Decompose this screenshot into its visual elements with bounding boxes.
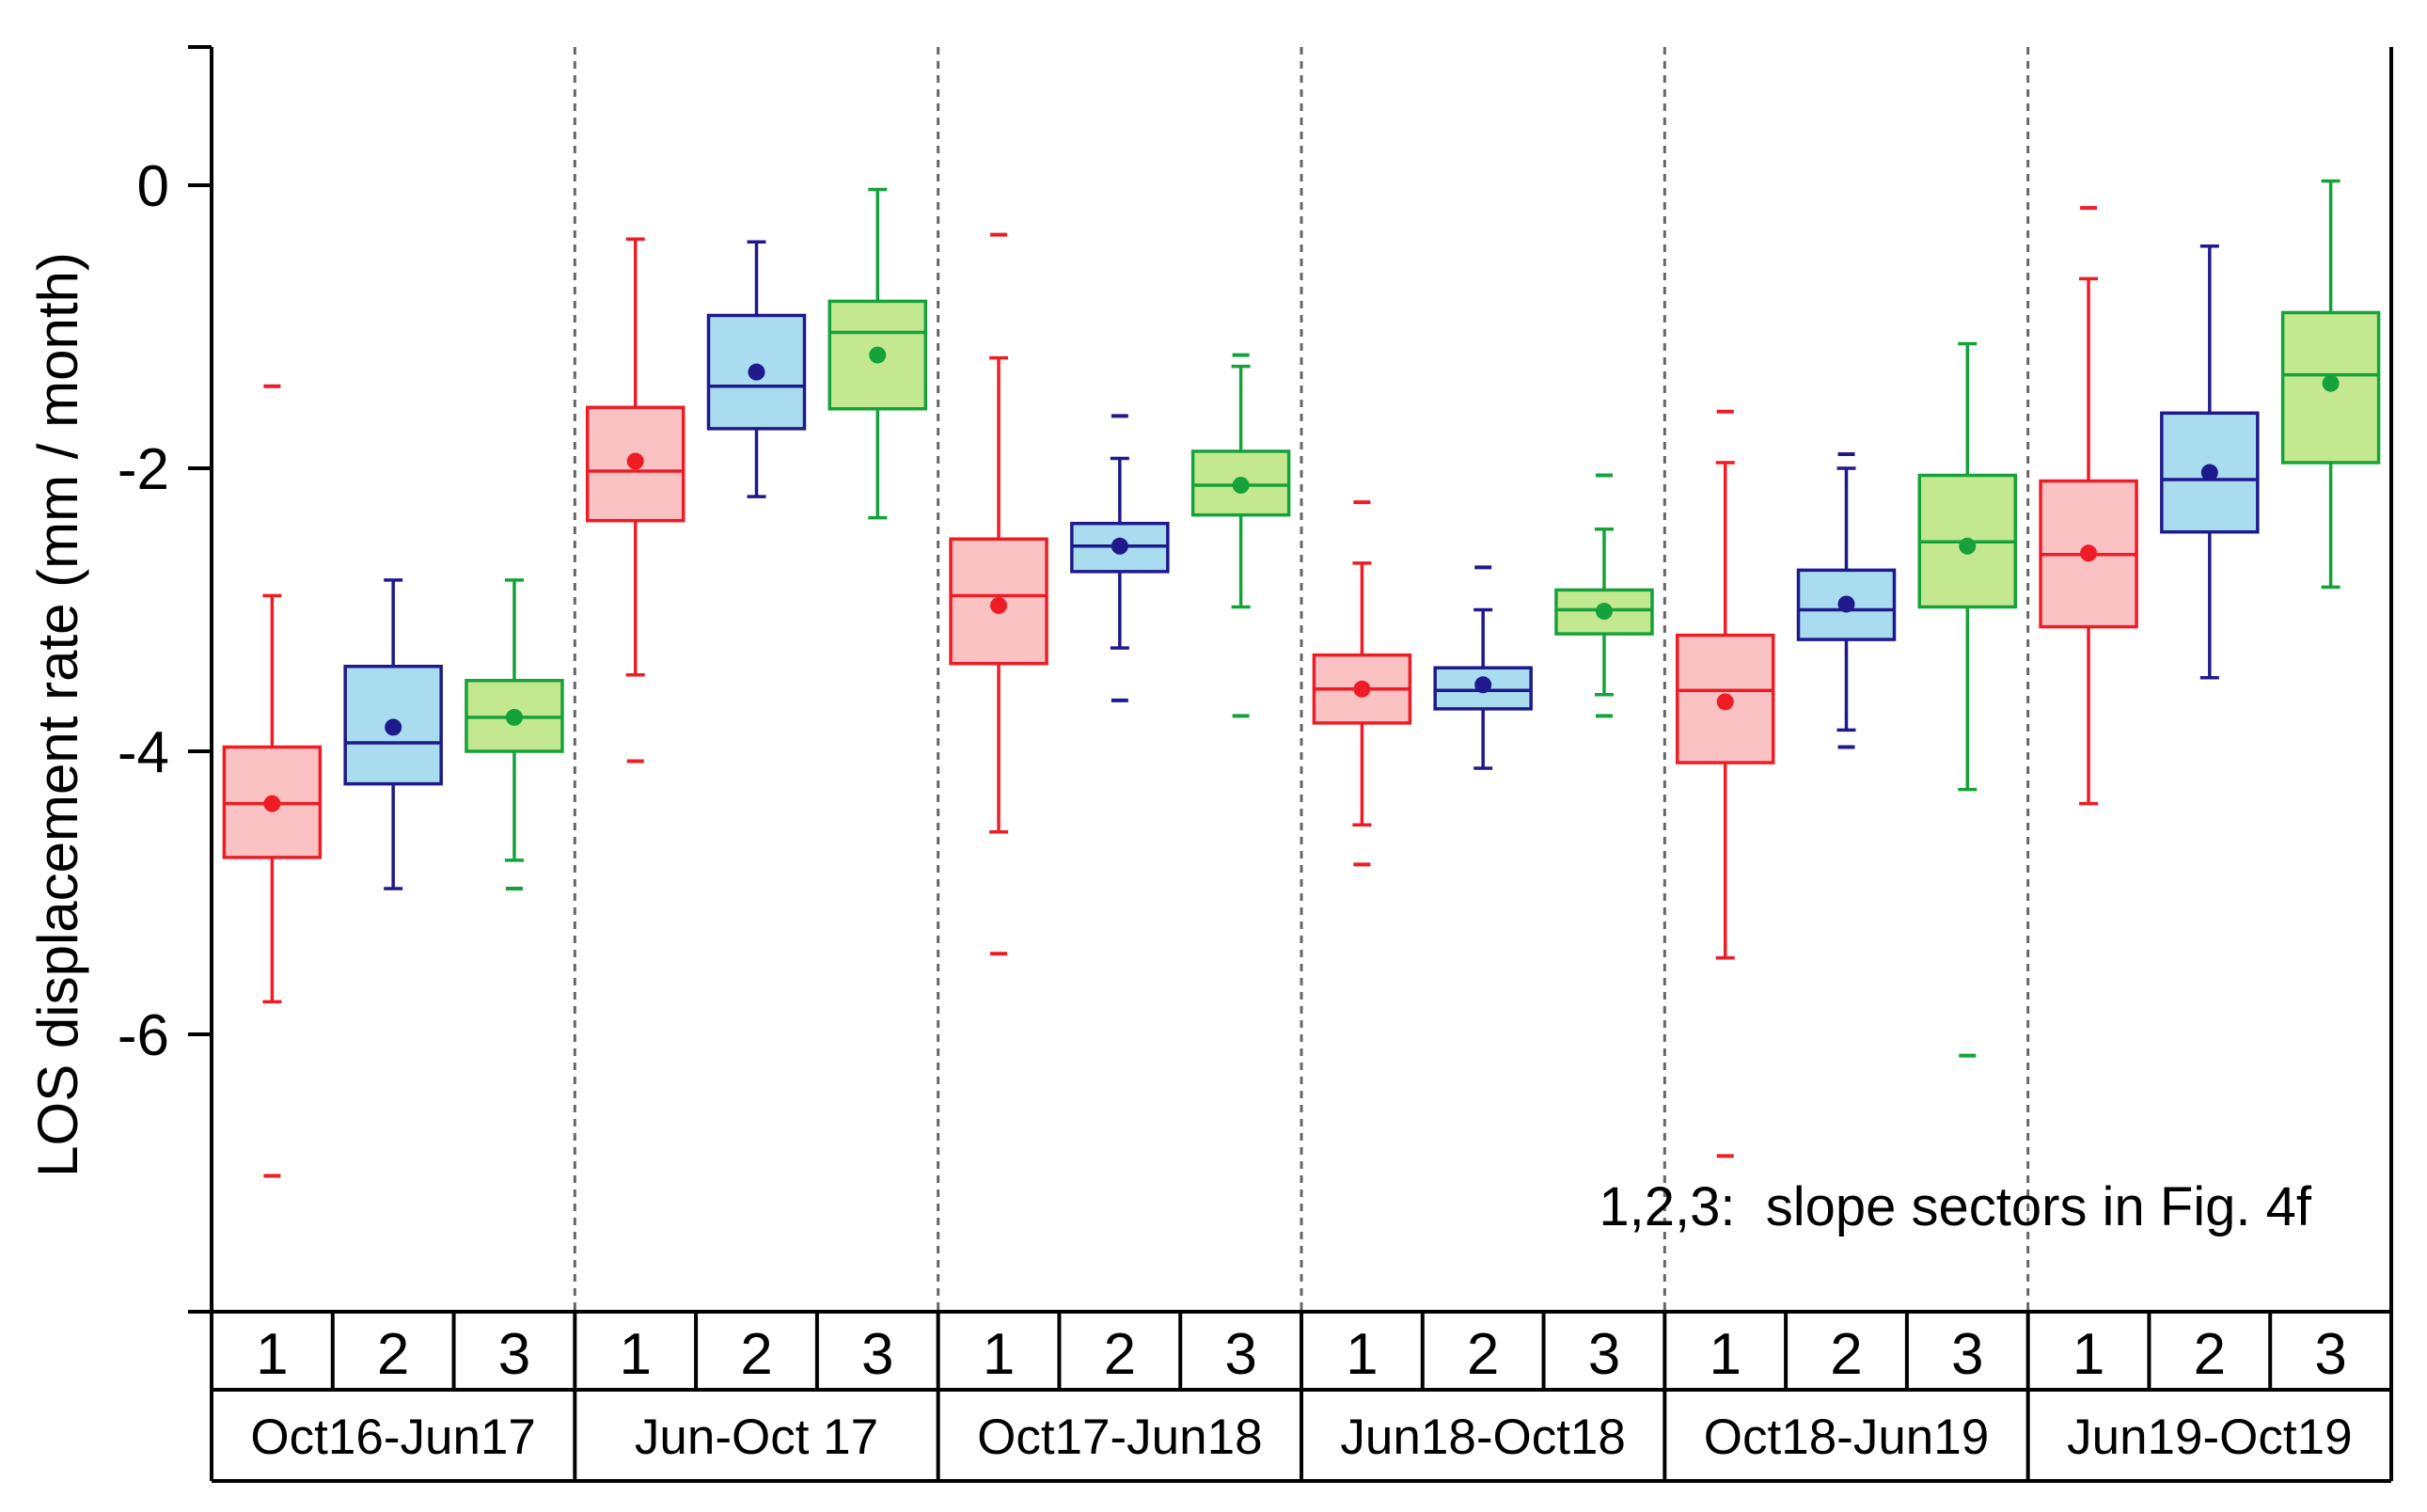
box-Jun19-Oct19-2 [2160, 244, 2260, 680]
y-tick-label: -2 [118, 437, 169, 502]
mean-point [1232, 477, 1250, 495]
box-Jun19-Oct19-1 [2039, 206, 2138, 806]
mean-point [385, 718, 402, 736]
box-Jun18-Oct18-3 [1554, 473, 1654, 718]
group-label: Jun19-Oct19 [2067, 1410, 2352, 1465]
category-label: 1 [2072, 1322, 2104, 1387]
box-Oct17-Jun18-2 [1070, 414, 1170, 702]
box-Oct18-Jun19-3 [1917, 341, 2018, 1058]
box-Oct16-Jun17-3 [465, 578, 564, 890]
category-label: 2 [377, 1322, 409, 1387]
category-label: 3 [861, 1322, 893, 1387]
mean-point [2322, 374, 2340, 392]
box-Jun18-Oct18-1 [1312, 500, 1412, 867]
category-label: 3 [1951, 1322, 1983, 1387]
category-table: 1 2 3 Oct16-Jun17 1 2 3 Jun-Oct 17 1 2 3 Oct17-Jun1… [210, 1312, 2393, 1483]
y-tick-label: -4 [118, 720, 169, 785]
category-label: 3 [1224, 1322, 1256, 1387]
mean-point [505, 708, 523, 726]
box-Jun18-Oct18-2 [1433, 565, 1533, 770]
box-Oct17-Jun18-1 [949, 232, 1048, 956]
box-Jun-Oct 17-2 [706, 240, 807, 498]
mean-point [1716, 693, 1734, 711]
y-axis-label: LOS displacement rate (mm / month) [26, 252, 89, 1177]
category-label: 2 [1830, 1322, 1862, 1387]
box-Jun19-Oct19-3 [2280, 179, 2381, 590]
mean-point [263, 795, 281, 812]
category-label: 1 [256, 1322, 288, 1387]
mean-point [990, 596, 1008, 614]
mean-point [1111, 537, 1128, 555]
legend-annotation: 1,2,3: slope sectors in Fig. 4f [1599, 1176, 2311, 1237]
group-label: Oct17-Jun18 [977, 1410, 1262, 1465]
mean-point [1595, 603, 1613, 621]
category-label: 2 [740, 1322, 772, 1387]
box-Oct16-Jun17-2 [343, 578, 443, 890]
box-Jun-Oct 17-1 [585, 237, 686, 764]
mean-point [1353, 680, 1371, 698]
category-label: 1 [1346, 1322, 1378, 1387]
box-Oct17-Jun18-3 [1190, 353, 1291, 718]
axes: 0 -2 -4 -6 [118, 45, 2393, 1314]
category-label: 2 [2194, 1322, 2226, 1387]
box-plots [222, 179, 2381, 1178]
group-label: Oct18-Jun19 [1704, 1410, 1989, 1465]
category-label: 3 [2314, 1322, 2346, 1387]
iqr-box [343, 664, 443, 786]
category-label: 2 [1467, 1322, 1499, 1387]
box-Jun-Oct 17-3 [827, 187, 928, 520]
category-label: 1 [619, 1322, 651, 1387]
mean-point [2200, 464, 2218, 481]
group-label: Jun-Oct 17 [635, 1410, 878, 1465]
mean-point [1959, 537, 1977, 555]
category-label: 3 [1588, 1322, 1620, 1387]
category-label: 1 [983, 1322, 1015, 1387]
y-tick-label: -6 [118, 1003, 169, 1068]
mean-point [626, 452, 644, 470]
category-label: 1 [1709, 1322, 1741, 1387]
mean-point [748, 363, 765, 381]
box-Oct16-Jun17-1 [222, 384, 323, 1178]
box-Oct18-Jun19-1 [1675, 409, 1775, 1158]
mean-point [1837, 595, 1855, 613]
y-tick-label: 0 [137, 154, 169, 219]
box-Oct18-Jun19-2 [1796, 451, 1897, 749]
mean-point [869, 346, 887, 364]
mean-point [2080, 544, 2098, 562]
group-separator-lines [573, 47, 2030, 1312]
category-label: 2 [1104, 1322, 1136, 1387]
mean-point [1474, 676, 1492, 694]
group-label: Jun18-Oct18 [1340, 1410, 1625, 1465]
group-label: Oct16-Jun17 [250, 1410, 535, 1465]
category-label: 3 [498, 1322, 530, 1387]
